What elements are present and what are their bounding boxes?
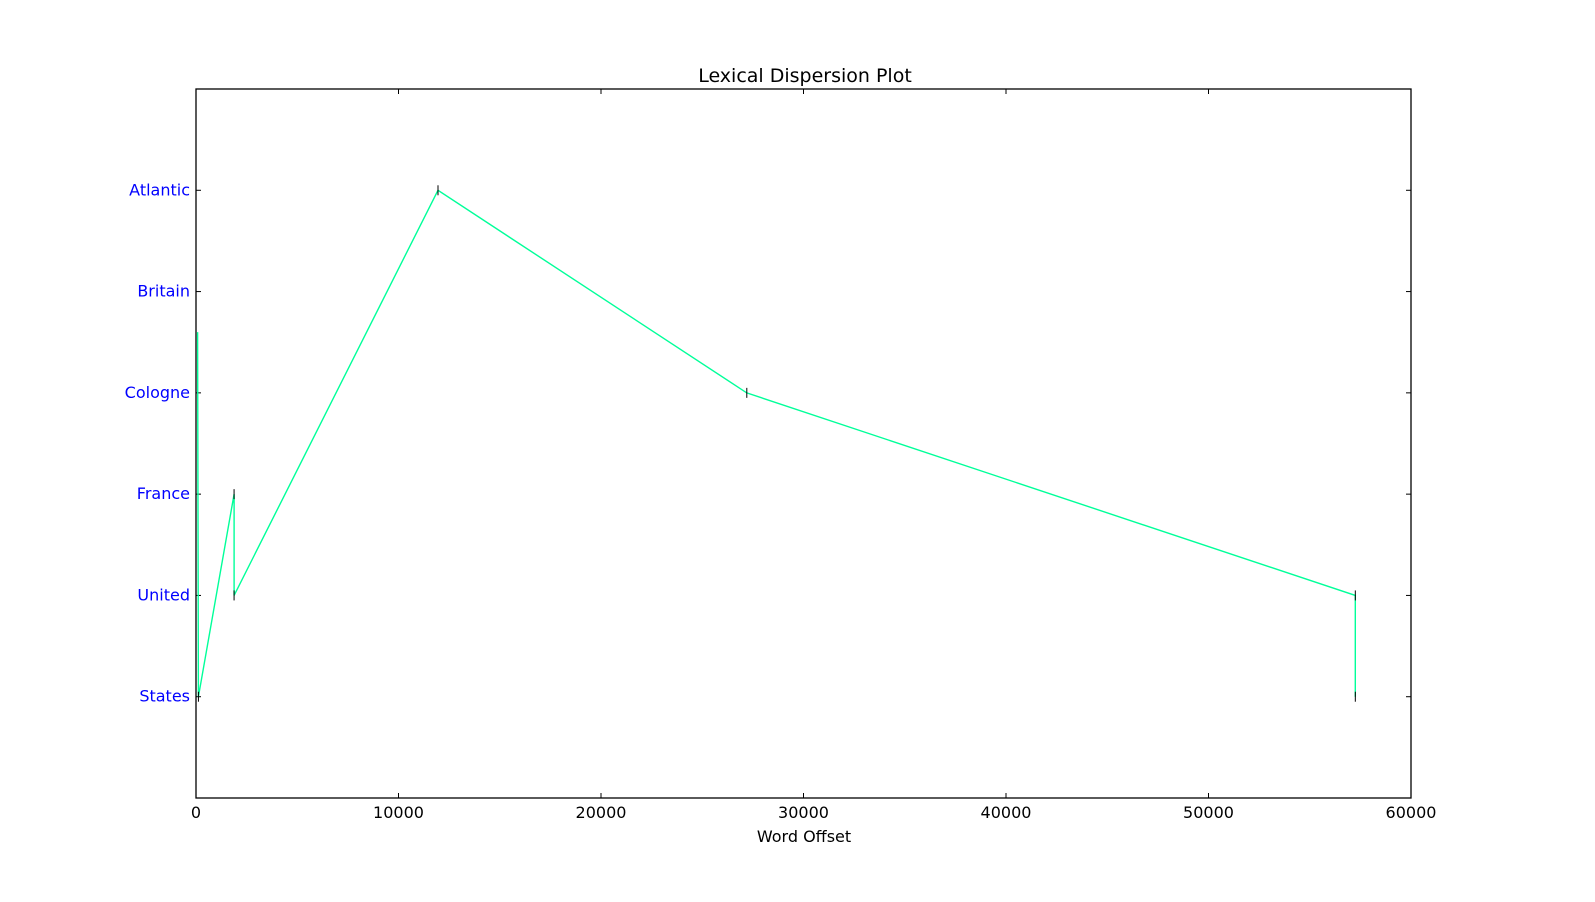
y-tick-label: United <box>137 585 190 604</box>
axis-ticks <box>195 89 1412 798</box>
x-axis-label: Word Offset <box>757 827 851 846</box>
y-tick-label: Atlantic <box>129 180 190 199</box>
x-tick-label: 20000 <box>576 803 627 822</box>
x-tick-label: 10000 <box>373 803 424 822</box>
x-tick-label: 50000 <box>1183 803 1234 822</box>
x-tick-label: 0 <box>191 803 201 822</box>
y-tick-label: Cologne <box>125 383 190 402</box>
word-occurrence-markers <box>197 185 1356 702</box>
x-tick-label: 30000 <box>778 803 829 822</box>
x-tick-label: 60000 <box>1386 803 1437 822</box>
x-tick-label: 40000 <box>981 803 1032 822</box>
x-tick-labels: 0 10000 20000 30000 40000 50000 60000 <box>191 803 1437 822</box>
series-line <box>196 189 1357 697</box>
chart-title: Lexical Dispersion Plot <box>698 65 912 87</box>
series-lines <box>196 189 1357 697</box>
y-tick-labels: States United France Cologne Britain Atlantic <box>125 180 190 705</box>
y-tick-label: Britain <box>137 282 190 301</box>
y-tick-label: States <box>139 687 190 706</box>
y-tick-label: France <box>137 484 190 503</box>
